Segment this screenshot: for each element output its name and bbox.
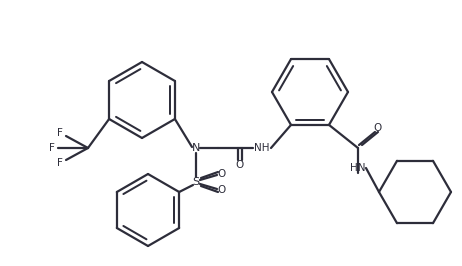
Text: S: S: [193, 177, 200, 187]
Text: F: F: [57, 128, 63, 138]
Text: F: F: [49, 143, 55, 153]
Text: O: O: [218, 169, 226, 179]
Text: NH: NH: [254, 143, 270, 153]
Text: O: O: [374, 123, 382, 133]
Text: F: F: [57, 158, 63, 168]
Text: O: O: [218, 185, 226, 195]
Text: HN: HN: [350, 163, 366, 173]
Text: O: O: [236, 160, 244, 170]
Text: N: N: [192, 143, 200, 153]
